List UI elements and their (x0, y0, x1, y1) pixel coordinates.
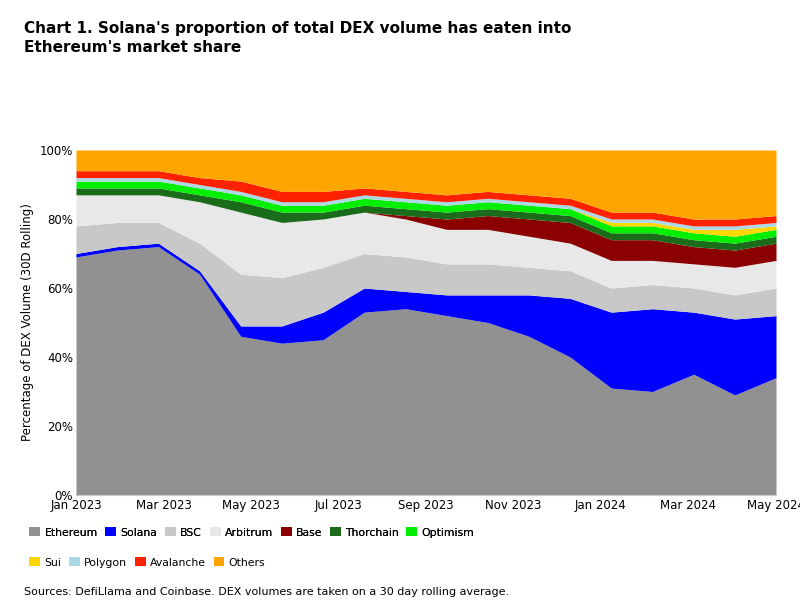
Text: Chart 1. Solana's proportion of total DEX volume has eaten into
Ethereum's marke: Chart 1. Solana's proportion of total DE… (24, 21, 571, 55)
Legend: Ethereum, Solana, BSC, Arbitrum, Base, Thorchain, Optimism: Ethereum, Solana, BSC, Arbitrum, Base, T… (30, 527, 474, 538)
Y-axis label: Percentage of DEX Volume (30D Rolling): Percentage of DEX Volume (30D Rolling) (22, 203, 34, 442)
Legend: Sui, Polygon, Avalanche, Others: Sui, Polygon, Avalanche, Others (30, 557, 266, 568)
Text: Sources: DefiLlama and Coinbase. DEX volumes are taken on a 30 day rolling avera: Sources: DefiLlama and Coinbase. DEX vol… (24, 587, 509, 597)
